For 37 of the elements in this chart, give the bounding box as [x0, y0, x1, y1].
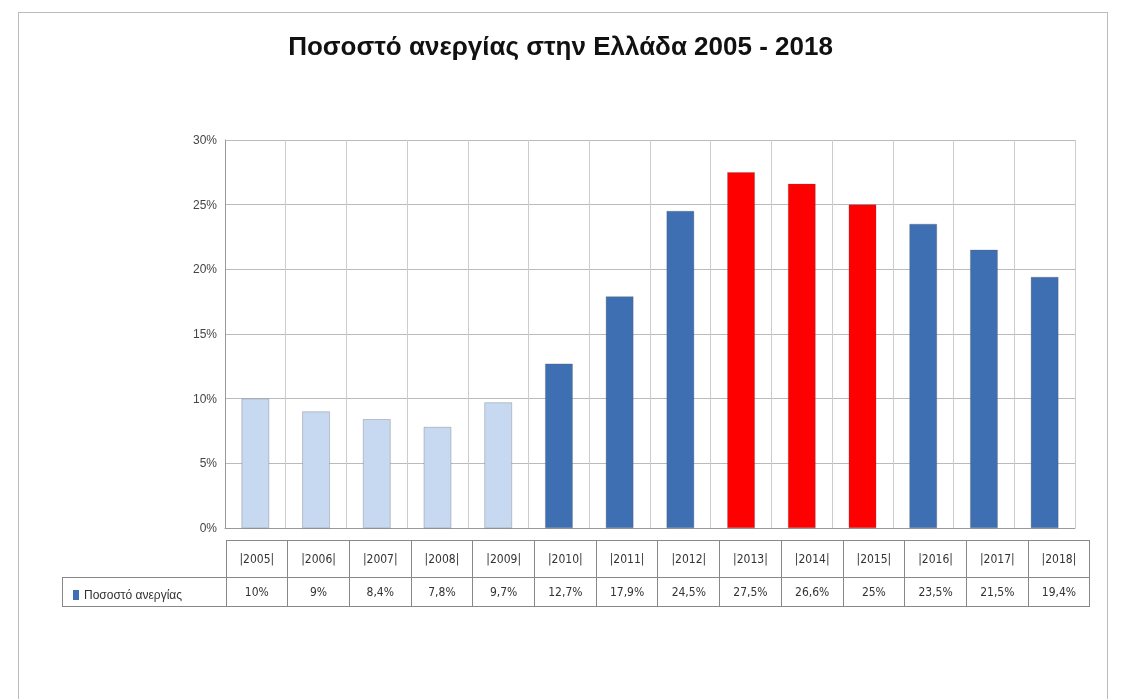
x-tick-label: |2005| — [226, 540, 288, 577]
x-tick-label: |2008| — [411, 540, 473, 577]
data-label: 26,6% — [781, 577, 844, 606]
data-label: 17,9% — [596, 577, 658, 606]
x-tick-label: |2013| — [719, 540, 782, 577]
data-label: 7,8% — [411, 577, 473, 606]
data-label: 27,5% — [719, 577, 782, 606]
y-tick-label: 20% — [192, 262, 218, 277]
x-tick-label: |2007| — [349, 540, 412, 577]
y-tick-label: 25% — [192, 197, 218, 212]
y-tick-label: 10% — [192, 391, 218, 406]
x-tick-label: |2015| — [843, 540, 905, 577]
legend-label: Ποσοστό ανεργίας — [84, 588, 183, 602]
data-label: 21,5% — [966, 577, 1029, 606]
data-label: 23,5% — [904, 577, 967, 606]
x-tick-label: |2014| — [781, 540, 844, 577]
data-label: 9% — [287, 577, 350, 606]
x-tick-label: |2011| — [596, 540, 658, 577]
data-label: 24,5% — [657, 577, 720, 606]
x-tick-label: |2010| — [534, 540, 597, 577]
data-label: 19,4% — [1028, 577, 1090, 606]
data-label: 8,4% — [349, 577, 412, 606]
x-tick-label: |2016| — [904, 540, 967, 577]
data-label: 9,7% — [472, 577, 535, 606]
x-tick-label: |2017| — [966, 540, 1029, 577]
x-tick-label: |2009| — [472, 540, 535, 577]
y-tick-label: 5% — [199, 456, 218, 471]
data-label: 10% — [226, 577, 288, 606]
y-tick-label: 30% — [192, 133, 218, 147]
y-tick-label: 15% — [192, 327, 218, 341]
data-label: 12,7% — [534, 577, 597, 606]
x-tick-label: |2006| — [287, 540, 350, 577]
data-label: 25% — [843, 577, 905, 606]
x-tick-label: |2018| — [1028, 540, 1090, 577]
chart-title: Ποσοστό ανεργίας στην Ελλάδα 2005 - 2018 — [288, 31, 833, 61]
y-tick-label: 0% — [199, 521, 218, 535]
x-tick-label: |2012| — [657, 540, 720, 577]
